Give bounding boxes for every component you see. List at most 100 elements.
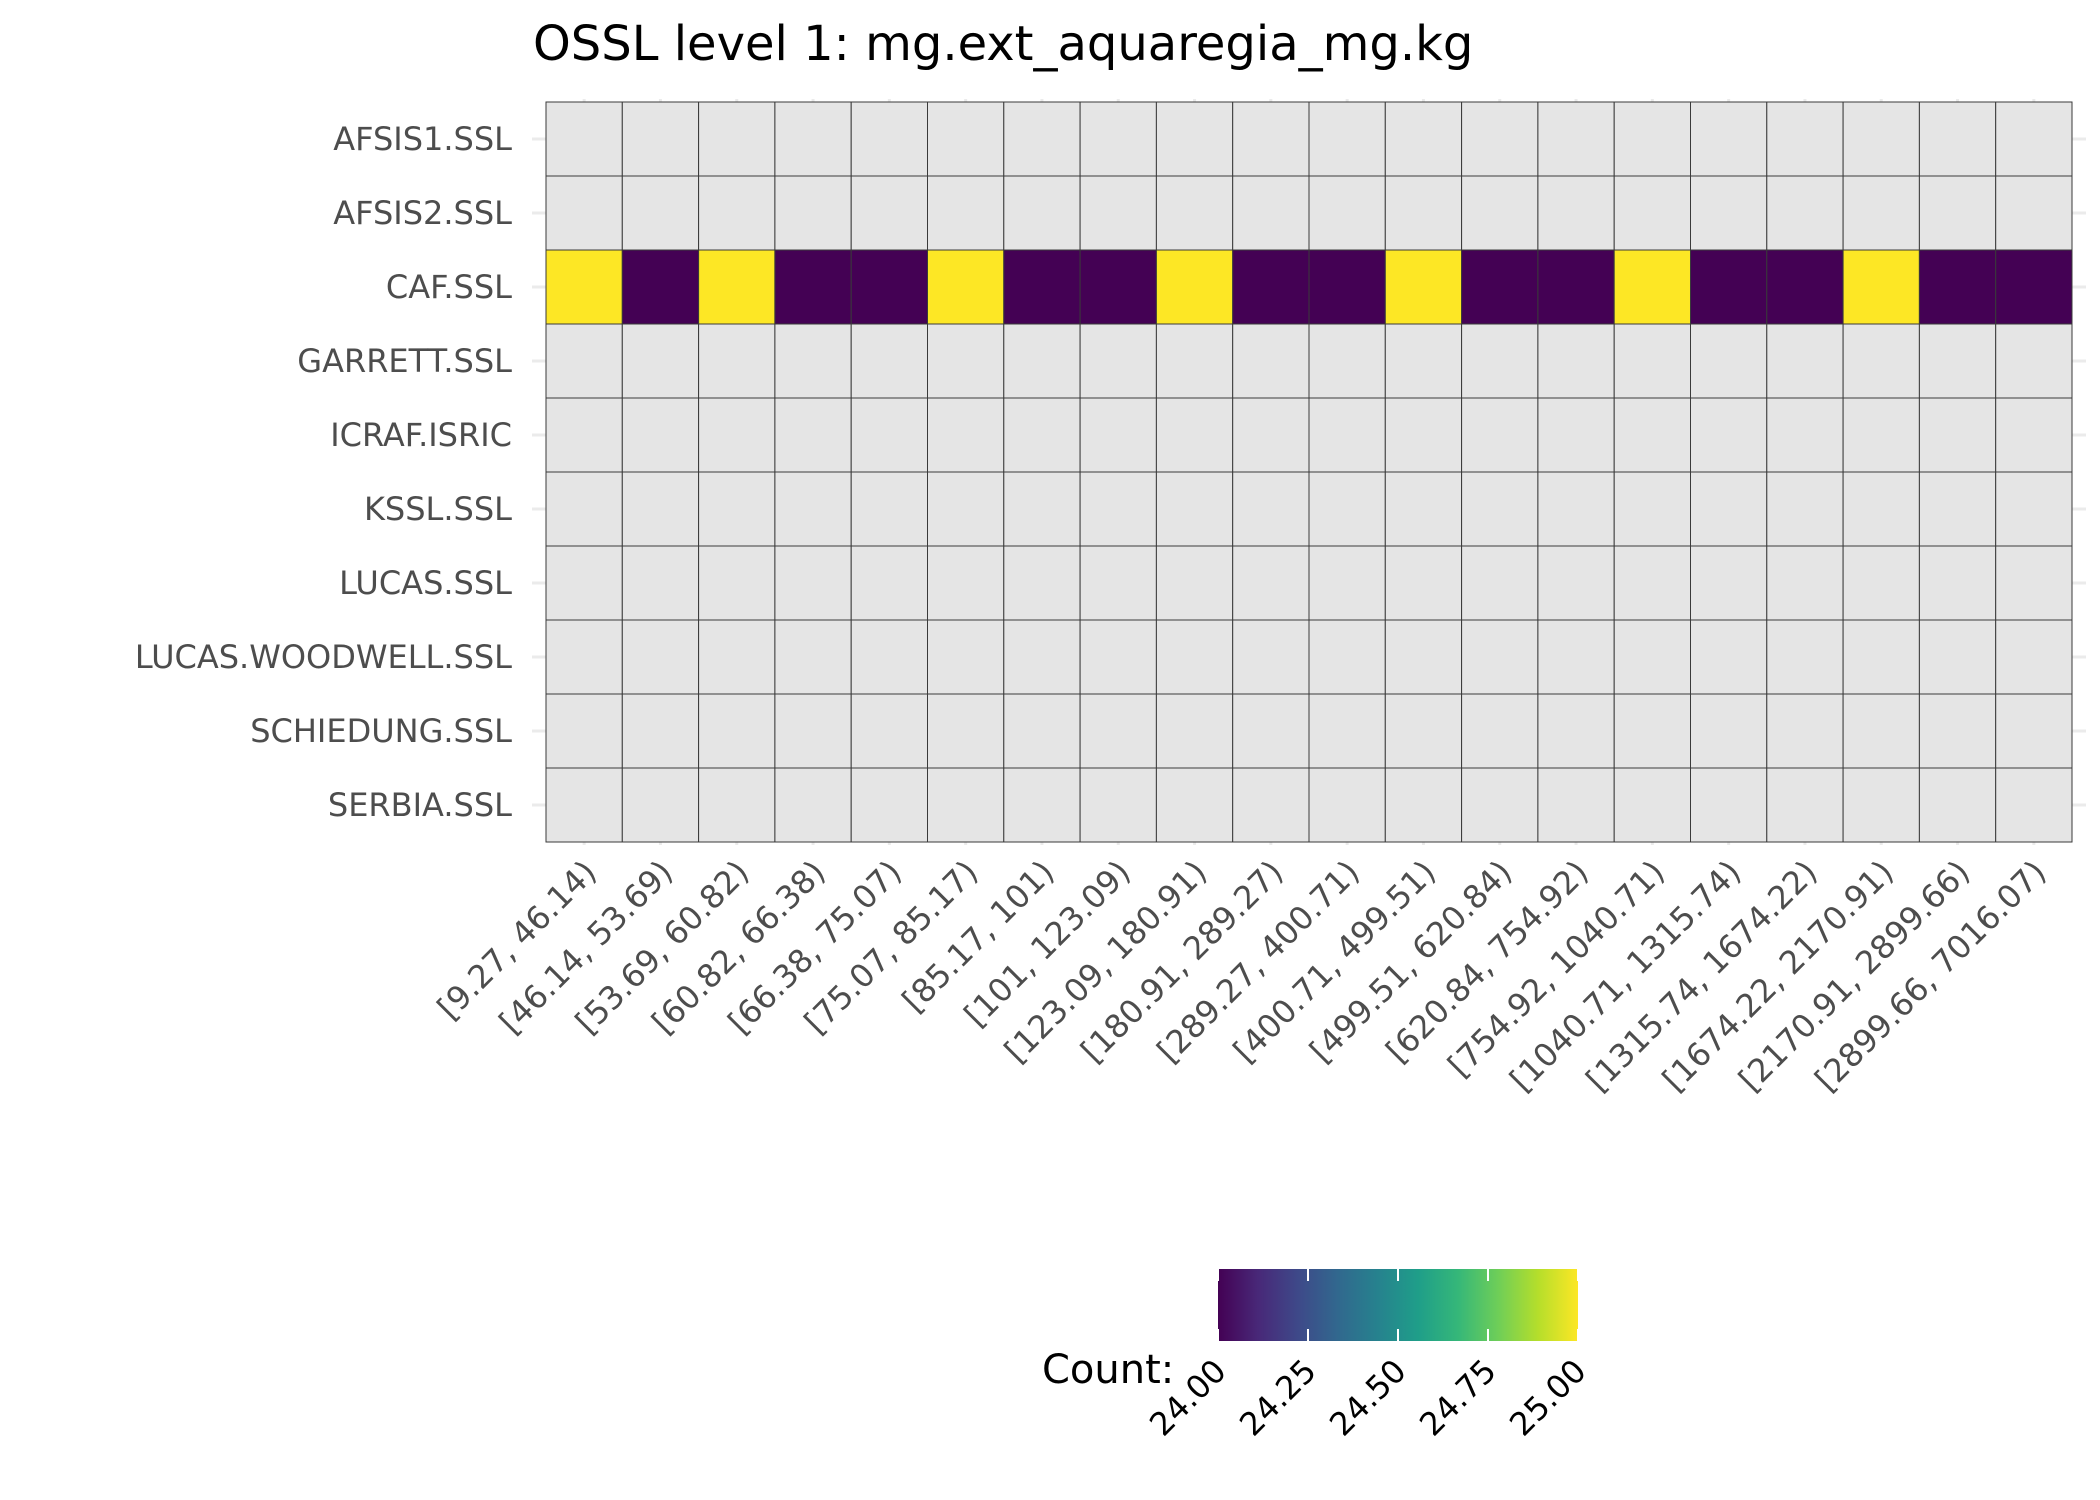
heatmap-cell (774, 249, 852, 325)
heatmap-cell (927, 471, 1005, 547)
heatmap-cell (850, 101, 929, 177)
heatmap-cell (1918, 175, 1997, 251)
heatmap-cell (545, 397, 623, 473)
heatmap-cell (545, 767, 623, 843)
legend-tick-label: 25.00 (1502, 1352, 1594, 1444)
heatmap-cell (545, 101, 623, 177)
heatmap-cell (1308, 619, 1386, 695)
heatmap-cell (1232, 249, 1310, 325)
heatmap-cell (1842, 693, 1920, 769)
heatmap-cell (1613, 545, 1691, 621)
heatmap-cell (545, 545, 623, 621)
heatmap-cell (1995, 323, 2073, 399)
heatmap-cell (1232, 397, 1310, 473)
y-tick-label: LUCAS.SSL (339, 564, 512, 602)
heatmap-cell (1690, 397, 1768, 473)
heatmap-cell (1613, 619, 1691, 695)
heatmap-cell (1918, 545, 1997, 621)
heatmap-cell (927, 101, 1005, 177)
heatmap-cell (774, 175, 852, 251)
heatmap-cell (1918, 693, 1997, 769)
heatmap-cell (1461, 175, 1539, 251)
heatmap-cell (1690, 693, 1768, 769)
heatmap-cell (1461, 767, 1539, 843)
heatmap-cell (1155, 545, 1234, 621)
heatmap-cell (1461, 693, 1539, 769)
heatmap-cell (1842, 249, 1920, 325)
heatmap-cell (1766, 693, 1844, 769)
heatmap-cell (1079, 397, 1157, 473)
heatmap-cell (1995, 249, 2073, 325)
heatmap-cell (1918, 323, 1997, 399)
heatmap-cell (1690, 471, 1768, 547)
heatmap-cell (927, 545, 1005, 621)
heatmap-cell (1232, 471, 1310, 547)
heatmap-cell (1537, 323, 1615, 399)
heatmap-cell (1766, 471, 1844, 547)
heatmap-cell (1232, 323, 1310, 399)
heatmap-cell (774, 545, 852, 621)
heatmap-cell (1918, 619, 1997, 695)
heatmap-cell (1308, 545, 1386, 621)
heatmap-cell (1766, 101, 1844, 177)
heatmap-cell (1079, 767, 1157, 843)
heatmap-cell (698, 249, 776, 325)
x-axis-labels: [9.27, 46.14)[46.14, 53.69)[53.69, 60.82… (430, 853, 2054, 1099)
heatmap-cell (1766, 619, 1844, 695)
heatmap-cell (1918, 249, 1997, 325)
heatmap-cell (1537, 175, 1615, 251)
heatmap-cell (1537, 471, 1615, 547)
heatmap-cell (1308, 175, 1386, 251)
heatmap-cell (1384, 175, 1463, 251)
heatmap-cell (1537, 545, 1615, 621)
heatmap-cell (850, 545, 929, 621)
heatmap-cell (774, 397, 852, 473)
heatmap-cell (1003, 471, 1081, 547)
heatmap-cell (1690, 249, 1768, 325)
heatmap-cell (545, 619, 623, 695)
y-axis-labels: AFSIS1.SSL AFSIS2.SSL CAF.SSL GARRETT.SSL IC… (135, 120, 512, 824)
y-tick-label: CAF.SSL (386, 268, 512, 306)
heatmap-cell (1079, 323, 1157, 399)
heatmap-cell (621, 101, 700, 177)
y-tick-label: SCHIEDUNG.SSL (250, 712, 512, 750)
heatmap-cell (1690, 545, 1768, 621)
heatmap-cell (774, 767, 852, 843)
heatmap-cell (1155, 323, 1234, 399)
heatmap-cell (545, 323, 623, 399)
y-tick-label: KSSL.SSL (364, 490, 512, 528)
heatmap-cell (1079, 249, 1157, 325)
heatmap-cell (1766, 249, 1844, 325)
heatmap-cell (1613, 693, 1691, 769)
heatmap-cell (1918, 101, 1997, 177)
heatmap-cell (1537, 397, 1615, 473)
heatmap-cell (774, 323, 852, 399)
heatmap-cell (1308, 767, 1386, 843)
heatmap-cell (774, 471, 852, 547)
heatmap-cell (1155, 471, 1234, 547)
y-tick-label: SERBIA.SSL (328, 786, 512, 824)
heatmap-cell (927, 767, 1005, 843)
heatmap-cell (698, 619, 776, 695)
heatmap-cell (1766, 175, 1844, 251)
heatmap-cell (1461, 101, 1539, 177)
heatmap-cell (1079, 175, 1157, 251)
heatmap-cell (1079, 471, 1157, 547)
heatmap-cell (1155, 767, 1234, 843)
heatmap-cell (621, 619, 700, 695)
heatmap-cell (1384, 249, 1463, 325)
heatmap-cell (1995, 767, 2073, 843)
heatmap-cell (850, 693, 929, 769)
heatmap-cell (850, 323, 929, 399)
heatmap-cell (1995, 619, 2073, 695)
heatmap-cell (1842, 545, 1920, 621)
heatmap-cell (1384, 323, 1463, 399)
heatmap-cell (1842, 471, 1920, 547)
heatmap-cell (621, 397, 700, 473)
heatmap-cell (1842, 619, 1920, 695)
heatmap-cell (1155, 249, 1234, 325)
heatmap-cell (1232, 101, 1310, 177)
heatmap-cell (1766, 323, 1844, 399)
heatmap-cell (1308, 471, 1386, 547)
heatmap-cell (927, 175, 1005, 251)
